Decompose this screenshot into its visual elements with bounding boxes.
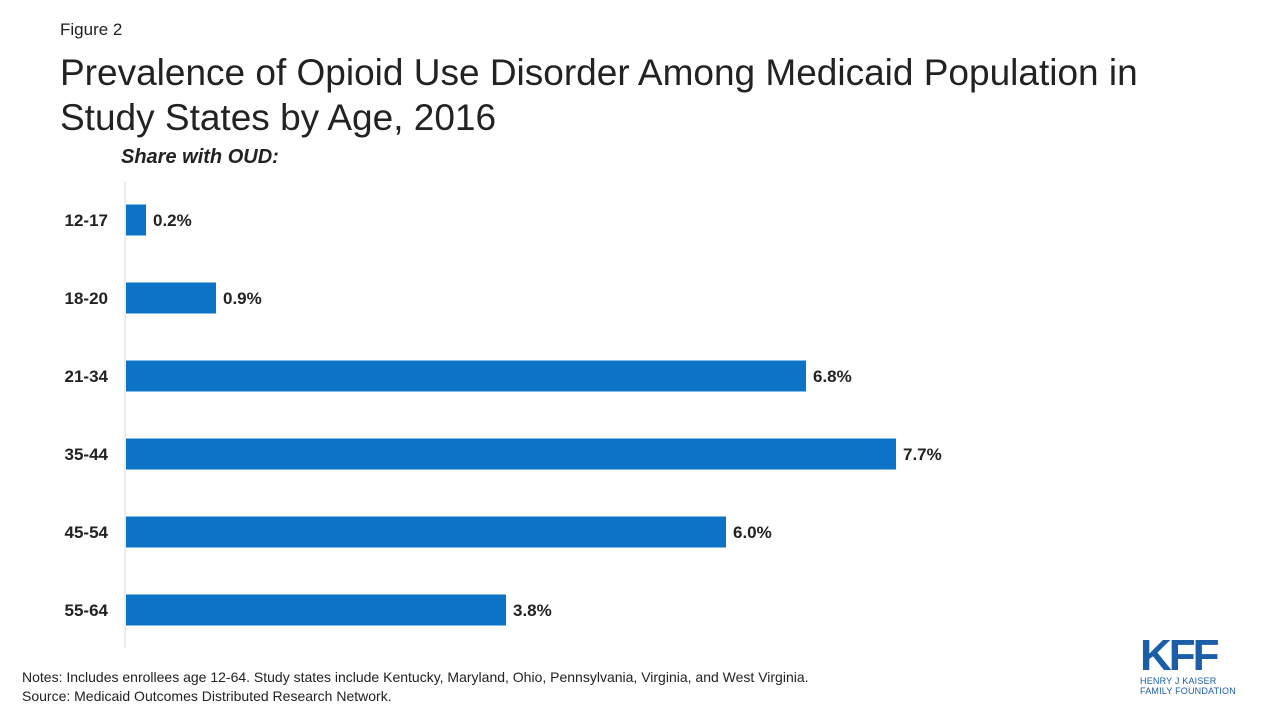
notes: Notes: Includes enrollees age 12-64. Stu…: [22, 668, 809, 706]
bar-chart: 12-17 0.2% 18-20 0.9% 21-34 6.8% 35-44 7.7% 45-5…: [65, 182, 942, 648]
bar: [126, 594, 506, 626]
value-label: 6.0%: [733, 523, 772, 542]
value-label: 3.8%: [513, 601, 552, 620]
figure-label: Figure 2: [60, 20, 123, 39]
bars-group: 12-17 0.2% 18-20 0.9% 21-34 6.8% 35-44 7.7% 45-5…: [65, 204, 942, 626]
bar: [126, 516, 726, 548]
value-label: 6.8%: [813, 367, 852, 386]
category-label: 18-20: [65, 289, 108, 308]
chart-subtitle: Share with OUD:: [121, 146, 279, 168]
category-label: 55-64: [65, 601, 109, 620]
bar: [126, 438, 896, 470]
value-label: 0.9%: [223, 289, 262, 308]
source-line: Source: Medicaid Outcomes Distributed Re…: [22, 688, 392, 704]
value-label: 0.2%: [153, 211, 192, 230]
category-label: 12-17: [65, 211, 108, 230]
category-label: 21-34: [65, 367, 109, 386]
logo-line-1: HENRY J KAISER: [1140, 676, 1217, 686]
logo-line-2: FAMILY FOUNDATION: [1140, 686, 1236, 696]
notes-line: Notes: Includes enrollees age 12-64. Stu…: [22, 669, 809, 685]
bar: [126, 360, 806, 392]
bar: [126, 204, 146, 236]
category-label: 45-54: [65, 523, 109, 542]
logo-mark: KFF: [1140, 631, 1220, 680]
bar: [126, 282, 216, 314]
category-label: 35-44: [65, 445, 109, 464]
kff-logo: KFF HENRY J KAISER FAMILY FOUNDATION: [1140, 631, 1240, 697]
chart-title: Prevalence of Opioid Use Disorder Among …: [60, 52, 1138, 138]
value-label: 7.7%: [903, 445, 942, 464]
